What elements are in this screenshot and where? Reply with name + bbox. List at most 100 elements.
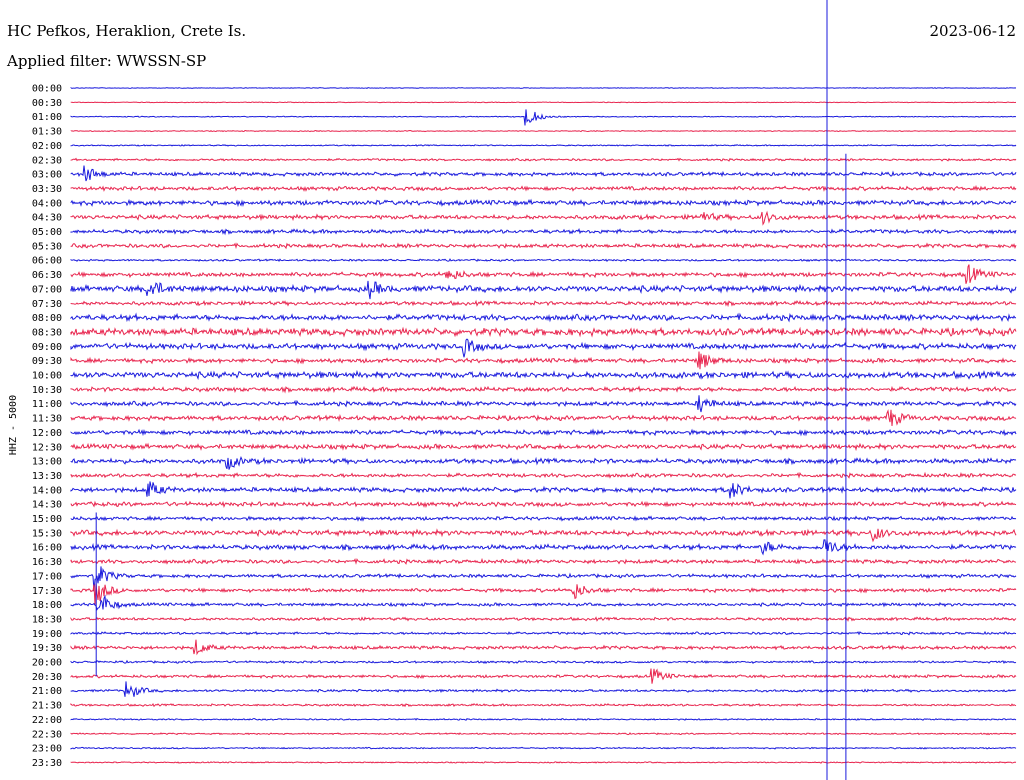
trace-row — [70, 616, 1017, 622]
time-tick-label: 01:30 — [32, 127, 62, 138]
time-tick-label: 02:00 — [32, 141, 62, 152]
trace-row — [70, 144, 1017, 147]
time-tick-label: 04:30 — [32, 213, 62, 224]
trace-row — [70, 157, 1017, 162]
time-tick-label: 19:30 — [32, 643, 62, 654]
time-tick-label: 16:30 — [32, 557, 62, 568]
trace-row — [70, 264, 1017, 284]
time-tick-label: 06:30 — [32, 270, 62, 281]
trace-row — [70, 210, 1017, 226]
time-tick-label: 16:00 — [32, 543, 62, 554]
trace-row — [70, 500, 1017, 508]
time-tick-label: 21:00 — [32, 686, 62, 697]
trace-row — [70, 338, 1017, 358]
trace-row — [70, 471, 1017, 479]
trace-row — [70, 515, 1017, 522]
time-tick-label: 11:00 — [32, 399, 62, 410]
trace-row — [70, 258, 1017, 263]
time-tick-label: 17:00 — [32, 571, 62, 582]
station-title: HC Pefkos, Heraklion, Crete Is. — [7, 22, 246, 40]
time-tick-label: 15:30 — [32, 528, 62, 539]
time-tick-label: 02:30 — [32, 155, 62, 166]
trace-row — [70, 428, 1017, 437]
date-label: 2023-06-12 — [930, 22, 1016, 40]
time-tick-label: 15:00 — [32, 514, 62, 525]
time-tick-label: 03:30 — [32, 184, 62, 195]
time-tick-label: 22:00 — [32, 715, 62, 726]
time-tick-label: 00:30 — [32, 98, 62, 109]
trace-row — [70, 227, 1017, 236]
trace-row — [70, 242, 1017, 250]
time-tick-label: 10:00 — [32, 371, 62, 382]
trace-row — [70, 198, 1017, 208]
trace-row — [70, 528, 1017, 543]
time-tick-label: 23:30 — [32, 758, 62, 769]
trace-row — [70, 668, 1017, 684]
time-tick-label: 18:00 — [32, 600, 62, 611]
time-tick-label: 07:00 — [32, 284, 62, 295]
filter-label: Applied filter: WWSSN-SP — [6, 52, 206, 70]
trace-row — [70, 761, 1017, 764]
trace-row — [70, 566, 1017, 592]
time-tick-label: 11:30 — [32, 414, 62, 425]
trace-row — [70, 702, 1017, 708]
trace-group — [70, 87, 1017, 764]
time-tick-label: 14:30 — [32, 500, 62, 511]
trace-row — [70, 351, 1017, 370]
trace-row — [70, 326, 1017, 338]
trace-row — [70, 165, 1017, 182]
time-tick-label: 05:30 — [32, 241, 62, 252]
trace-row — [70, 659, 1017, 665]
time-tick-label: 17:30 — [32, 586, 62, 597]
trace-row — [70, 409, 1017, 426]
trace-row — [70, 717, 1017, 721]
trace-row — [70, 630, 1017, 636]
time-tick-label: 09:00 — [32, 342, 62, 353]
trace-row — [70, 184, 1017, 192]
trace-row — [70, 583, 1017, 605]
time-tick-label: 08:00 — [32, 313, 62, 324]
time-tick-label: 12:00 — [32, 428, 62, 439]
trace-row — [70, 456, 1017, 470]
time-tick-label: 13:30 — [32, 471, 62, 482]
time-tick-label: 18:30 — [32, 614, 62, 625]
time-tick-label: 00:00 — [32, 84, 62, 95]
trace-row — [70, 481, 1017, 499]
trace-row — [70, 385, 1017, 394]
time-tick-label: 08:30 — [32, 327, 62, 338]
trace-row — [70, 312, 1017, 323]
time-tick-label: 14:00 — [32, 485, 62, 496]
time-tick-label: 12:30 — [32, 442, 62, 453]
time-tick-label: 10:30 — [32, 385, 62, 396]
trace-row — [70, 681, 1017, 697]
time-tick-label: 23:00 — [32, 744, 62, 755]
trace-row — [70, 101, 1017, 104]
trace-row — [70, 87, 1017, 89]
trace-row — [70, 109, 1017, 126]
trace-row — [70, 732, 1017, 736]
trace-row — [70, 395, 1017, 413]
time-tick-label: 05:00 — [32, 227, 62, 238]
time-tick-label: 03:00 — [32, 170, 62, 181]
tick-group: 00:00 00:30 01:00 01:30 02:00 02:30 03:00 03:30… — [32, 84, 62, 769]
time-tick-label: 21:30 — [32, 701, 62, 712]
trace-row — [70, 594, 1017, 611]
time-tick-label: 13:00 — [32, 457, 62, 468]
time-tick-label: 19:00 — [32, 629, 62, 640]
trace-row — [70, 539, 1017, 556]
trace-row — [70, 299, 1017, 308]
y-axis-label: HHZ - 5000 — [8, 395, 19, 455]
time-tick-label: 09:30 — [32, 356, 62, 367]
time-tick-label: 20:00 — [32, 658, 62, 669]
trace-row — [70, 369, 1017, 381]
marker-group — [95, 0, 847, 780]
trace-row — [70, 746, 1017, 750]
time-tick-label: 04:00 — [32, 198, 62, 209]
trace-row — [70, 442, 1017, 452]
trace-row — [70, 639, 1017, 656]
time-tick-label: 07:30 — [32, 299, 62, 310]
time-tick-label: 20:30 — [32, 672, 62, 683]
time-tick-label: 06:00 — [32, 256, 62, 267]
trace-row — [70, 129, 1017, 133]
